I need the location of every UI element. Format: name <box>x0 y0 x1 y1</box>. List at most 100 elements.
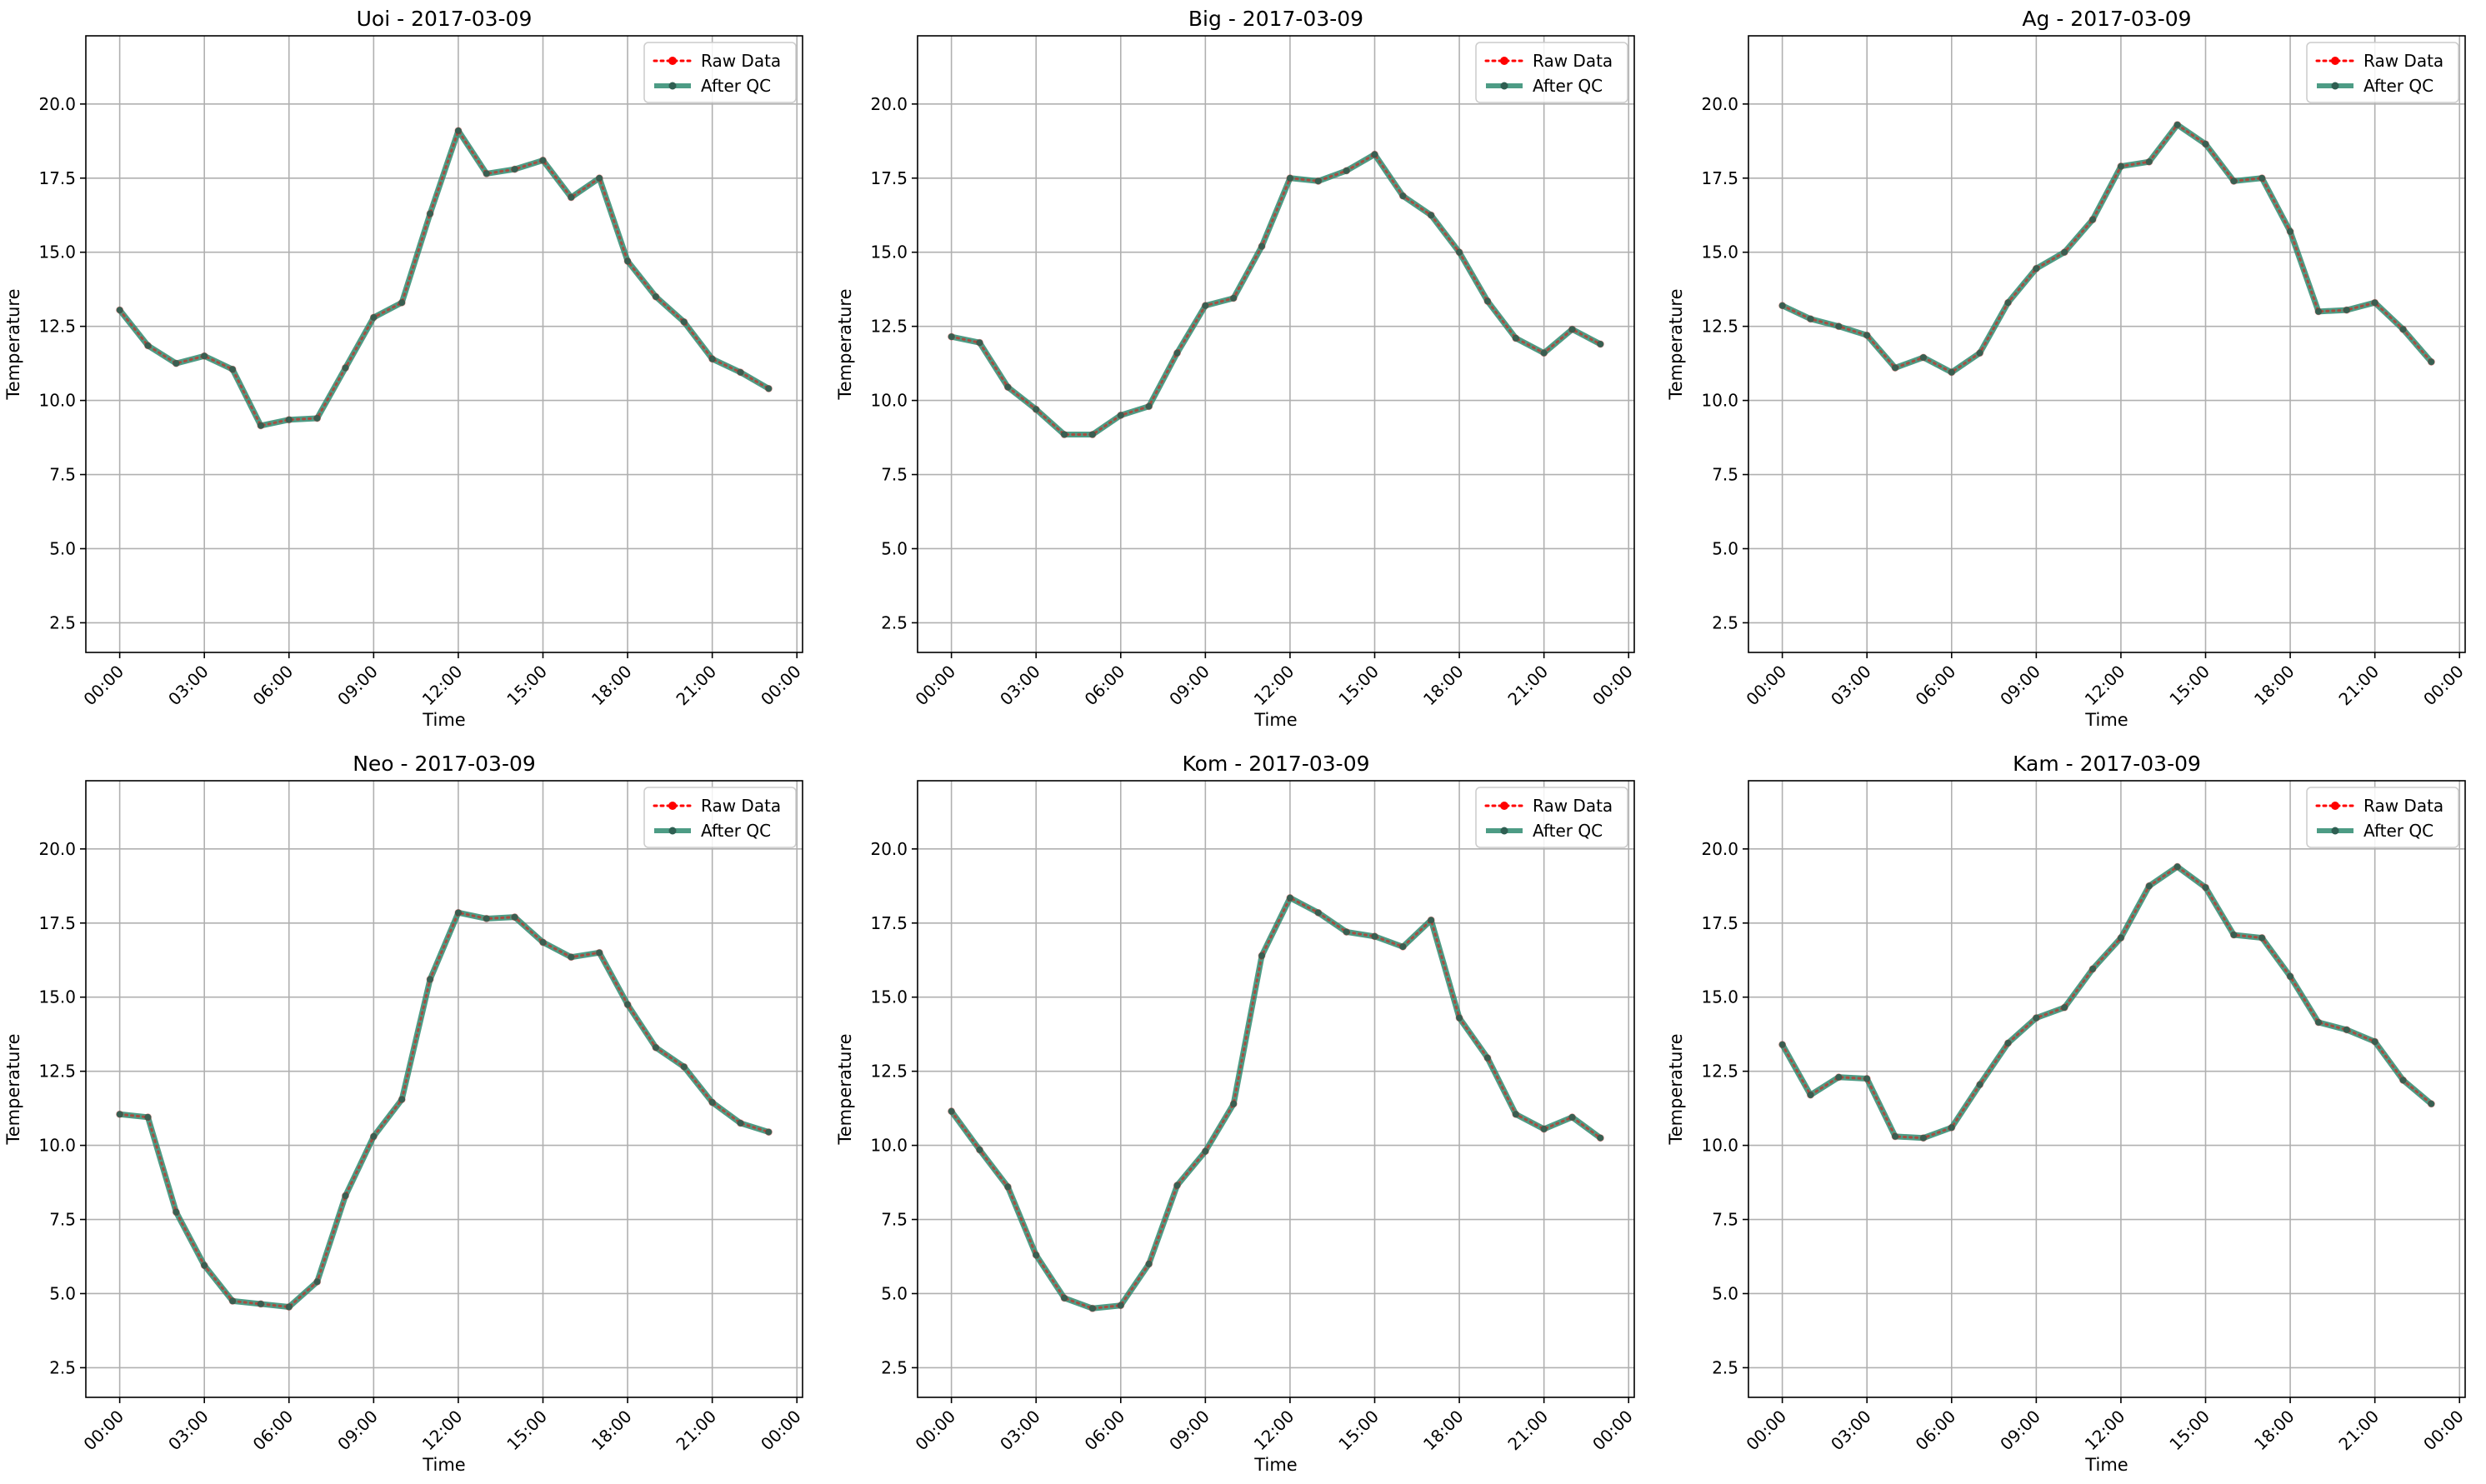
after-qc-point <box>2230 932 2238 938</box>
plot-frame <box>1748 780 2466 1398</box>
y-tick-label: 20.0 <box>38 94 76 114</box>
after-qc-point <box>1371 151 1378 158</box>
after-qc-point <box>454 909 462 917</box>
after-qc-point <box>1976 349 1983 357</box>
y-tick-label: 15.0 <box>38 242 76 262</box>
x-tick-label: 03:00 <box>996 662 1044 710</box>
chart-title: Kam - 2017-03-09 <box>2013 752 2201 776</box>
x-tick-label: 15:00 <box>503 662 551 710</box>
plot-area <box>918 781 1634 1397</box>
x-axis-label: Time <box>1253 710 1297 730</box>
y-tick-label: 5.0 <box>881 538 908 558</box>
x-tick-label: 06:00 <box>1081 662 1129 710</box>
x-tick-label: 21:00 <box>672 1407 720 1455</box>
after-qc-point <box>285 416 293 423</box>
after-qc-point <box>1597 341 1604 347</box>
x-tick-label: 09:00 <box>1996 662 2044 710</box>
y-axis-label: Temperature <box>1666 288 1686 400</box>
after-qc-point <box>2033 265 2040 272</box>
legend-marker-after-qc <box>668 82 677 90</box>
after-qc-point <box>2004 299 2012 307</box>
x-tick-label: 18:00 <box>2250 662 2298 710</box>
after-qc-point <box>1399 192 1407 200</box>
y-tick-label: 17.5 <box>1701 913 1738 933</box>
x-axis-label: Time <box>422 1455 465 1475</box>
after-qc-point <box>2089 965 2097 972</box>
y-tick-label: 12.5 <box>1701 317 1738 337</box>
after-qc-point <box>1004 383 1012 391</box>
y-axis-label: Temperature <box>3 1033 23 1145</box>
after-qc-point <box>1540 349 1548 357</box>
x-tick-label: 15:00 <box>1334 1407 1383 1455</box>
x-axis-label: Time <box>2084 710 2128 730</box>
after-qc-point <box>370 1132 378 1140</box>
x-tick-label: 06:00 <box>1912 662 1960 710</box>
x-tick-label: 00:00 <box>1742 662 1790 710</box>
after-qc-point <box>2314 1018 2322 1026</box>
y-axis-label: Temperature <box>835 288 855 400</box>
y-tick-label: 5.0 <box>49 1283 76 1303</box>
after-qc-point <box>1863 1075 1871 1082</box>
x-tick-label: 15:00 <box>1334 662 1383 710</box>
plot-frame <box>917 35 1635 653</box>
plot-area <box>1748 781 2465 1397</box>
after-qc-point <box>173 1208 180 1216</box>
legend-marker-after-qc <box>2331 82 2339 90</box>
after-qc-point <box>1004 1183 1012 1191</box>
y-tick-label: 5.0 <box>1712 1283 1738 1303</box>
y-tick-label: 10.0 <box>38 391 76 411</box>
after-qc-point <box>2230 177 2238 185</box>
y-tick-label: 5.0 <box>49 538 76 558</box>
after-qc-point <box>1230 1100 1238 1107</box>
after-qc-point <box>427 210 434 217</box>
x-tick-label: 12:00 <box>1250 662 1298 710</box>
legend-label-raw-data: Raw Data <box>2363 796 2443 816</box>
after-qc-point <box>1568 326 1576 333</box>
after-qc-point <box>2145 882 2153 890</box>
x-tick-label: 12:00 <box>1250 1407 1298 1455</box>
after-qc-point <box>2287 972 2294 980</box>
after-qc-point <box>2202 140 2209 147</box>
x-tick-label: 21:00 <box>1503 662 1552 710</box>
legend: Raw Data After QC <box>2306 787 2459 848</box>
x-tick-label: 00:00 <box>911 662 959 710</box>
x-tick-label: 00:00 <box>2419 662 2468 710</box>
after-qc-point <box>1483 297 1491 305</box>
after-qc-point <box>2314 307 2322 315</box>
legend-marker-after-qc <box>2331 827 2339 835</box>
after-qc-point <box>2399 326 2407 333</box>
x-tick-label: 06:00 <box>1912 1407 1960 1455</box>
after-qc-point <box>1202 1147 1209 1155</box>
plot-frame <box>1748 35 2466 653</box>
after-qc-point <box>652 1044 659 1052</box>
after-qc-point <box>1483 1054 1491 1062</box>
after-qc-point <box>1512 334 1519 342</box>
legend-marker-raw-data <box>1500 802 1508 810</box>
after-qc-point <box>1892 1132 1899 1140</box>
after-qc-point <box>201 1262 208 1269</box>
after-qc-point <box>454 127 462 134</box>
after-qc-point <box>313 414 321 422</box>
after-qc-point <box>1456 248 1463 256</box>
after-qc-point <box>1863 332 1871 339</box>
x-tick-label: 09:00 <box>1996 1407 2044 1455</box>
after-qc-point <box>1512 1111 1519 1118</box>
after-qc-point <box>2258 174 2266 182</box>
x-axis-label: Time <box>1253 1455 1297 1475</box>
y-tick-label: 10.0 <box>38 1136 76 1156</box>
after-qc-point <box>2089 216 2097 223</box>
y-tick-label: 2.5 <box>881 1357 908 1377</box>
x-tick-label: 12:00 <box>2081 1407 2129 1455</box>
x-tick-label: 03:00 <box>996 1407 1044 1455</box>
after-qc-point <box>1117 1302 1124 1309</box>
y-tick-label: 15.0 <box>870 242 908 262</box>
legend-marker-raw-data <box>2331 57 2339 65</box>
after-qc-point <box>2371 1038 2378 1046</box>
y-tick-label: 7.5 <box>1712 1210 1738 1230</box>
after-qc-point <box>116 307 123 314</box>
after-qc-point <box>229 1297 237 1305</box>
after-qc-point <box>1286 894 1293 902</box>
legend: Raw Data After QC <box>643 42 797 103</box>
after-qc-point <box>1314 909 1322 917</box>
after-qc-point <box>116 1111 123 1118</box>
